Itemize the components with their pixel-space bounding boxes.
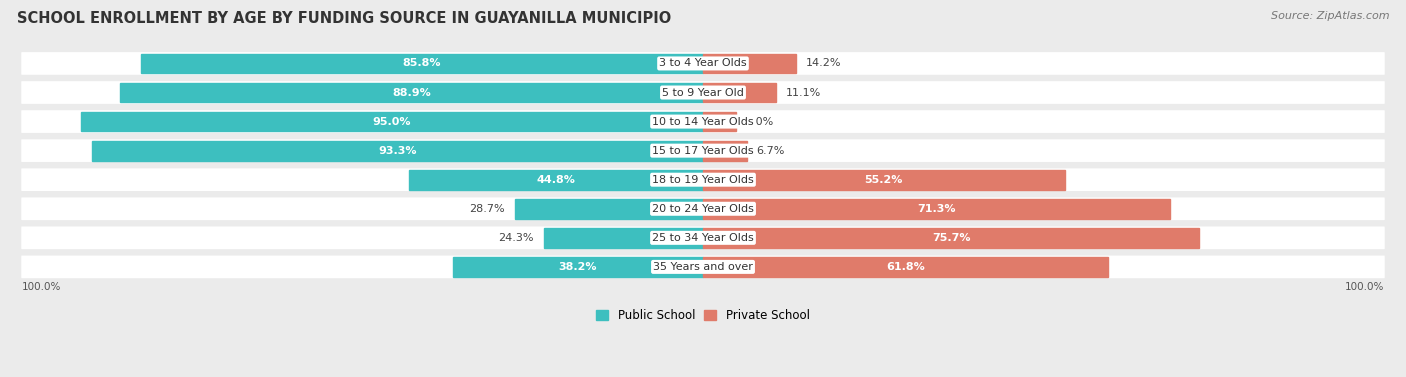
Text: 93.3%: 93.3%: [378, 146, 416, 156]
Bar: [703, 112, 735, 132]
FancyBboxPatch shape: [21, 256, 1385, 278]
Bar: [703, 199, 1170, 219]
Text: 24.3%: 24.3%: [499, 233, 534, 243]
Bar: [703, 54, 796, 74]
Text: Source: ZipAtlas.com: Source: ZipAtlas.com: [1271, 11, 1389, 21]
Legend: Public School, Private School: Public School, Private School: [592, 304, 814, 326]
FancyBboxPatch shape: [21, 81, 1385, 104]
FancyBboxPatch shape: [21, 52, 1385, 75]
Text: 6.7%: 6.7%: [756, 146, 785, 156]
Text: 61.8%: 61.8%: [886, 262, 925, 272]
Text: 44.8%: 44.8%: [537, 175, 575, 185]
Bar: [544, 228, 703, 248]
Bar: [703, 83, 776, 103]
Text: 20 to 24 Year Olds: 20 to 24 Year Olds: [652, 204, 754, 214]
Bar: [703, 228, 1199, 248]
Text: 18 to 19 Year Olds: 18 to 19 Year Olds: [652, 175, 754, 185]
FancyBboxPatch shape: [21, 169, 1385, 191]
Text: 38.2%: 38.2%: [558, 262, 598, 272]
Text: 5 to 9 Year Old: 5 to 9 Year Old: [662, 87, 744, 98]
Text: 5.0%: 5.0%: [745, 116, 773, 127]
Bar: [453, 257, 703, 277]
Text: 71.3%: 71.3%: [917, 204, 956, 214]
Text: 75.7%: 75.7%: [932, 233, 970, 243]
Bar: [703, 257, 1108, 277]
Bar: [91, 141, 703, 161]
Text: 100.0%: 100.0%: [1346, 282, 1385, 292]
Bar: [141, 54, 703, 74]
Text: 11.1%: 11.1%: [786, 87, 821, 98]
Text: 3 to 4 Year Olds: 3 to 4 Year Olds: [659, 58, 747, 69]
Text: 10 to 14 Year Olds: 10 to 14 Year Olds: [652, 116, 754, 127]
Bar: [515, 199, 703, 219]
FancyBboxPatch shape: [21, 198, 1385, 220]
Text: 14.2%: 14.2%: [806, 58, 841, 69]
Bar: [121, 83, 703, 103]
Text: 88.9%: 88.9%: [392, 87, 432, 98]
Bar: [409, 170, 703, 190]
Text: 15 to 17 Year Olds: 15 to 17 Year Olds: [652, 146, 754, 156]
Text: 35 Years and over: 35 Years and over: [652, 262, 754, 272]
Text: SCHOOL ENROLLMENT BY AGE BY FUNDING SOURCE IN GUAYANILLA MUNICIPIO: SCHOOL ENROLLMENT BY AGE BY FUNDING SOUR…: [17, 11, 671, 26]
Text: 85.8%: 85.8%: [402, 58, 441, 69]
FancyBboxPatch shape: [21, 139, 1385, 162]
FancyBboxPatch shape: [21, 227, 1385, 249]
FancyBboxPatch shape: [21, 110, 1385, 133]
Bar: [703, 141, 747, 161]
Text: 25 to 34 Year Olds: 25 to 34 Year Olds: [652, 233, 754, 243]
Text: 100.0%: 100.0%: [21, 282, 60, 292]
Text: 55.2%: 55.2%: [865, 175, 903, 185]
Bar: [80, 112, 703, 132]
Bar: [703, 170, 1064, 190]
Text: 95.0%: 95.0%: [373, 116, 411, 127]
Text: 28.7%: 28.7%: [470, 204, 505, 214]
